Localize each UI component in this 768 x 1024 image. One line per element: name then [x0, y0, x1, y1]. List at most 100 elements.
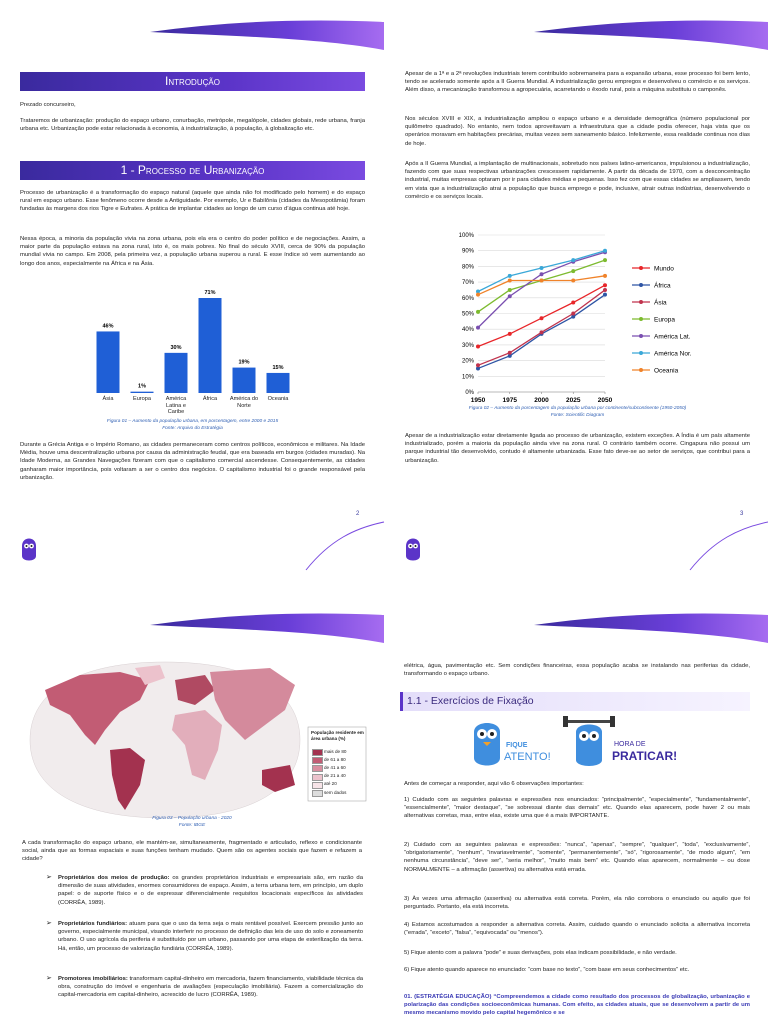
- map-legend-title: População residente em área urbana (%): [311, 730, 364, 741]
- figure-caption: Figura 03 – População urbana - 2020: [152, 816, 232, 821]
- bullet-term: Proprietários fundiários:: [58, 921, 128, 927]
- bullet-text: os grandes proprietários industriais e e…: [58, 875, 363, 906]
- x-tick-label: Europa: [132, 396, 152, 402]
- badge-text: ATENTO!: [504, 751, 551, 763]
- paragraph: elétrica, água, pavimentação etc. Sem co…: [404, 663, 750, 678]
- question: 01. (ESTRATÉGIA EDUCAÇÃO) “Compreendemos…: [404, 994, 750, 1017]
- lead: Antes de começar a responder, aqui vão 6…: [404, 781, 584, 787]
- y-tick-label: 40%: [462, 327, 475, 333]
- y-tick-label: 10%: [462, 374, 475, 380]
- bar: [232, 367, 256, 393]
- point: [507, 287, 512, 292]
- tip: 5) Fique atento com a palavra “pode” e s…: [404, 950, 677, 956]
- bullet-term: Proprietários dos meios de produção:: [58, 875, 170, 881]
- bullet: Promotores imobiliários: transformam cap…: [58, 975, 363, 1000]
- y-tick-label: 0%: [465, 390, 474, 396]
- paragraph: Trataremos de urbanização: produção do e…: [20, 118, 365, 133]
- legend-marker: [639, 266, 643, 270]
- footer-curve: [689, 521, 768, 571]
- bullet-term: Promotores imobiliários:: [58, 976, 128, 982]
- tip: 6) Fique atento quando aparece no enunci…: [404, 967, 690, 973]
- legend-marker: [639, 368, 643, 372]
- x-tick-label: 2050: [598, 397, 613, 404]
- point: [507, 294, 512, 299]
- figure-caption: Figura 02 – Aumento da porcentagem da po…: [468, 406, 687, 411]
- bar: [266, 372, 290, 393]
- bar: [198, 298, 222, 393]
- legend-label: de 41 a 60: [324, 764, 346, 770]
- point: [571, 258, 576, 263]
- page-number: 2: [356, 511, 360, 517]
- legend-label: América Nor.: [654, 351, 692, 358]
- owl-logo: [406, 538, 420, 561]
- paragraph: Nos séculos XVIII e XIX, a industrializa…: [405, 116, 750, 147]
- top-wave: [150, 20, 384, 50]
- point: [507, 278, 512, 283]
- x-tick-label: Oceania: [267, 396, 289, 402]
- bullet: Proprietários fundiários: atuam para que…: [58, 920, 363, 953]
- owl-logo: [22, 538, 36, 561]
- tip: 1) Cuidado com as seguintes palavras e e…: [404, 797, 750, 820]
- y-tick-label: 30%: [462, 343, 475, 349]
- top-wave: [534, 20, 768, 50]
- figure-source: Fonte: Scientific Diagram: [550, 413, 605, 418]
- bar: [164, 352, 188, 393]
- badge-text: PRATICAR!: [612, 749, 678, 763]
- y-tick-label: 90%: [462, 249, 475, 255]
- legend-swatch: [312, 781, 323, 789]
- page-number: 3: [740, 511, 744, 517]
- y-tick-label: 70%: [462, 280, 475, 286]
- legend-label: mais de 80: [324, 748, 347, 754]
- legend-label: Mundo: [654, 266, 674, 273]
- point: [507, 353, 512, 358]
- tip: 3) Às vezes uma afirmação (assertiva) ou…: [404, 896, 750, 911]
- point: [603, 248, 607, 253]
- paragraph: Durante a Grécia Antiga e o Império Roma…: [20, 442, 365, 481]
- bullet-arrow: ➢: [46, 874, 52, 881]
- bullet: Proprietários dos meios de produção: os …: [58, 874, 363, 907]
- legend-swatch: [312, 765, 323, 773]
- series-line: [477, 250, 606, 293]
- bar: [130, 391, 154, 393]
- legend-marker: [639, 300, 643, 304]
- point: [603, 273, 607, 278]
- y-tick-label: 80%: [462, 264, 475, 270]
- point: [476, 309, 480, 314]
- badge-text: HORA DE: [614, 741, 646, 748]
- tip: 4) Estamos acostumados a responder a alt…: [404, 922, 750, 937]
- top-wave: [150, 613, 384, 643]
- paragraph: Após a II Guerra Mundial, a implantação …: [405, 161, 750, 200]
- legend-label: de 61 a 80: [324, 756, 346, 762]
- y-tick-label: 100%: [459, 233, 475, 239]
- legend-marker: [639, 283, 643, 287]
- point: [539, 272, 544, 277]
- x-tick-label: 2000: [534, 397, 549, 404]
- bar: [96, 331, 120, 393]
- paragraph: A cada transformação do espaço urbano, e…: [22, 840, 362, 863]
- footer-curve: [305, 521, 385, 571]
- figure-source: Fonte: Arquivo do Estratégia: [162, 426, 223, 431]
- point: [507, 273, 512, 278]
- owl-attention-icon: [474, 723, 500, 766]
- x-tick-label: África: [202, 396, 218, 402]
- y-tick-label: 50%: [462, 312, 475, 318]
- x-tick-label: Ásia: [102, 396, 114, 402]
- section-bar: 1 - Processo de Urbanização: [20, 161, 365, 180]
- x-tick-label: 2025: [566, 397, 581, 404]
- point: [603, 287, 607, 292]
- series-line: [477, 289, 606, 366]
- point: [571, 300, 576, 305]
- top-wave: [534, 613, 768, 643]
- x-tick-label: América do Norte: [229, 396, 259, 409]
- point: [507, 350, 512, 355]
- paragraph: Apesar de a industrialização estar diret…: [405, 433, 750, 464]
- y-tick-label: 60%: [462, 296, 475, 302]
- point: [539, 330, 544, 335]
- point: [571, 314, 576, 319]
- world-map: [29, 661, 301, 819]
- y-tick-label: 20%: [462, 359, 475, 365]
- bullet-text: transformam capital-dinheiro em mercador…: [58, 976, 364, 999]
- legend-marker: [639, 334, 643, 338]
- point: [603, 258, 607, 263]
